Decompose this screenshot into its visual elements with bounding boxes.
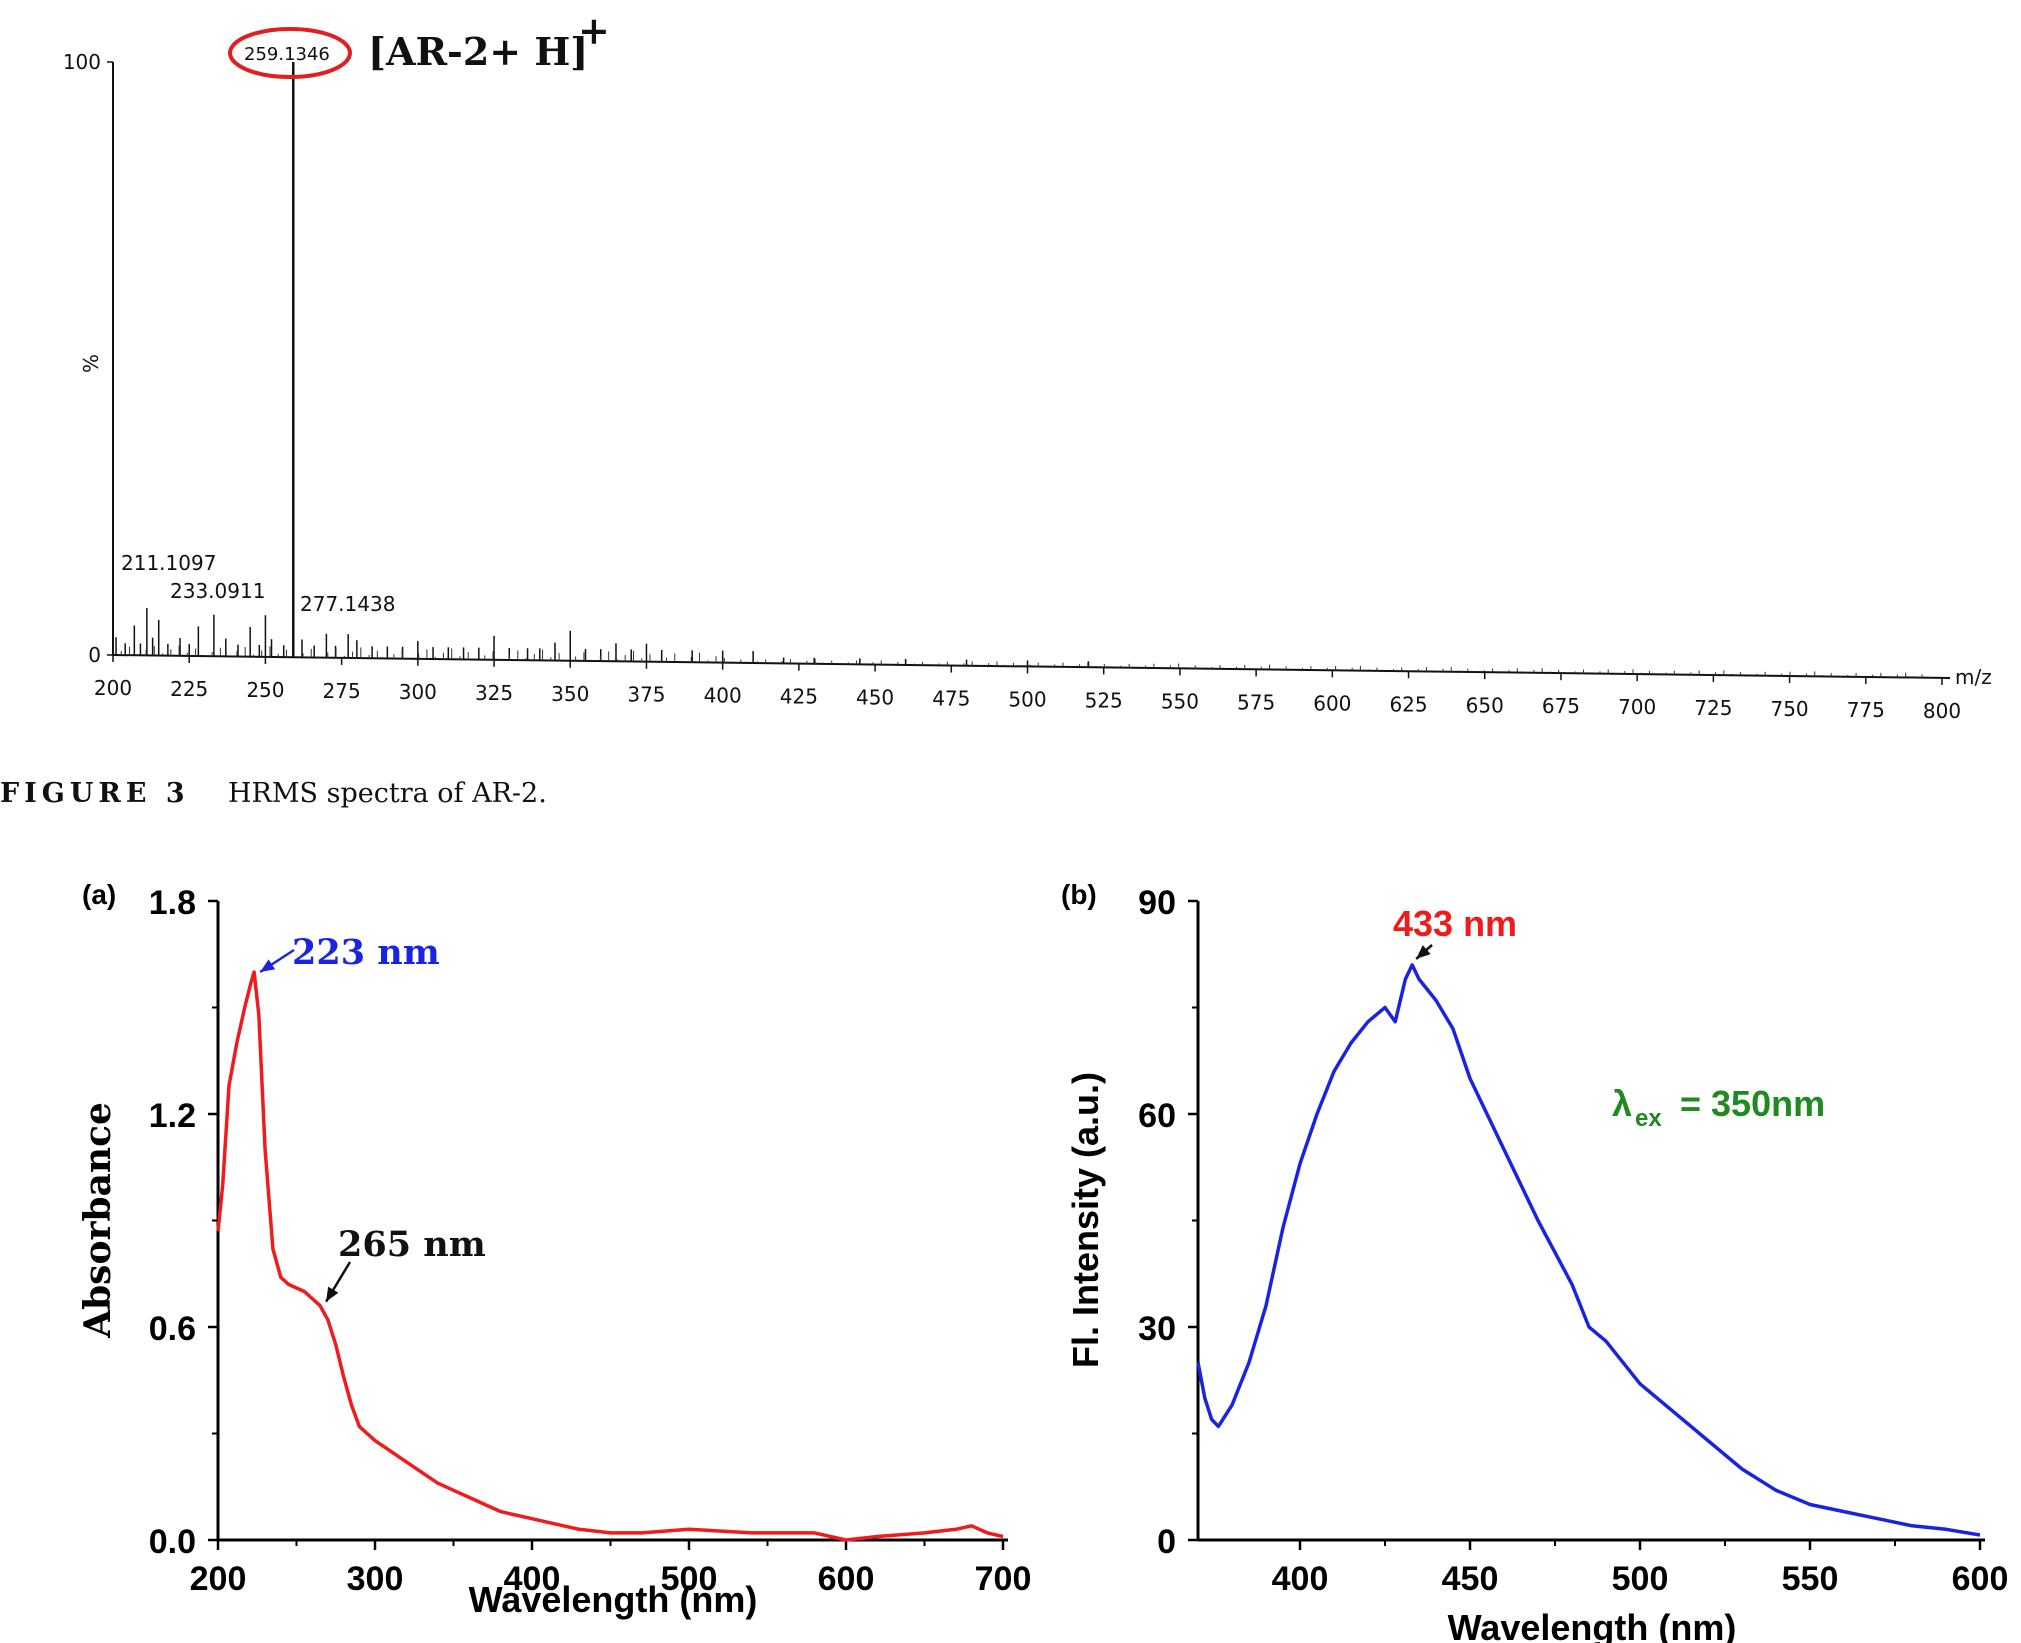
ms-x-tick-label: 800 bbox=[1923, 699, 1961, 723]
arrow-265-head bbox=[326, 1286, 339, 1302]
ms-x-tick-label: 375 bbox=[627, 683, 665, 707]
panel-b-arrows bbox=[1415, 944, 1433, 960]
ms-circled-peak-label: 259.1346 bbox=[244, 44, 330, 65]
panel-b-fluorescence-chart: (b) 400 450 500 550 600 0 30 60 90 Wavelength (n… bbox=[1061, 879, 2008, 1643]
ms-x-tick-label: 400 bbox=[704, 684, 742, 708]
ms-x-tick-label: 275 bbox=[323, 679, 361, 703]
excitation-lambda-symbol: λ bbox=[1612, 1083, 1632, 1124]
hrms-chart: 200 225 250 275 300 325 350 375 400 425 450 475 500 5… bbox=[63, 8, 1992, 723]
excitation-subscript: ex bbox=[1635, 1105, 1662, 1132]
x-tick-label: 400 bbox=[504, 1560, 561, 1598]
ms-x-tick-label: 550 bbox=[1161, 689, 1199, 713]
ms-x-tick-label: 200 bbox=[94, 676, 132, 700]
ms-x-tick-label: 650 bbox=[1466, 693, 1504, 717]
figure-caption-label: FIGURE 3 bbox=[0, 778, 190, 809]
panel-a-x-axis-title: Wavelength (nm) bbox=[469, 1579, 758, 1620]
excitation-label: λ ex = 350nm bbox=[1612, 1083, 1825, 1132]
panel-a-y-axis-title: Absorbance bbox=[77, 1102, 119, 1339]
ms-x-tick-label: 225 bbox=[170, 677, 208, 701]
ms-peaks bbox=[115, 62, 1923, 678]
ms-x-tick-label: 425 bbox=[780, 685, 818, 709]
panel-a-absorbance-chart: (a) 200 300 400 500 600 700 0.0 0.6 1.2 1.8 Wavel… bbox=[77, 879, 1031, 1620]
y-tick-label: 30 bbox=[1138, 1310, 1176, 1348]
ms-ion-charge: + bbox=[578, 8, 610, 53]
fluorescence-series-line bbox=[1196, 963, 1981, 1537]
ms-x-tick-label: 300 bbox=[399, 680, 437, 704]
panel-a-label: (a) bbox=[82, 879, 116, 910]
panel-a-arrows bbox=[259, 948, 352, 1303]
panel-b-label: (b) bbox=[1061, 879, 1097, 910]
ms-x-tick-label: 325 bbox=[475, 681, 513, 705]
ms-y-ticks: 0 100 bbox=[63, 50, 113, 667]
y-tick-label: 0 bbox=[1157, 1523, 1176, 1561]
ms-x-ticks: 200 225 250 275 300 325 350 375 400 425 450 475 500 5… bbox=[94, 655, 1961, 723]
ms-x-tick-label: 725 bbox=[1694, 696, 1732, 720]
ms-x-tick-label: 450 bbox=[856, 686, 894, 710]
x-tick-label: 400 bbox=[1272, 1560, 1329, 1598]
ms-x-tick-label: 700 bbox=[1618, 695, 1656, 719]
ms-x-tick-label: 350 bbox=[551, 682, 589, 706]
ms-x-tick-label: 500 bbox=[1008, 688, 1046, 712]
x-tick-label: 450 bbox=[1442, 1560, 1499, 1598]
ms-peak-annotation: 233.0911 bbox=[170, 579, 265, 603]
peak-433-label: 433 nm bbox=[1393, 903, 1517, 944]
highlight-circle bbox=[228, 27, 352, 79]
panel-b-ticks: 400 450 500 550 600 0 30 60 90 bbox=[1138, 884, 2008, 1598]
peak-265-label: 265 nm bbox=[338, 1224, 486, 1265]
x-tick-label: 300 bbox=[347, 1560, 404, 1598]
ms-x-axis bbox=[112, 654, 1951, 679]
x-tick-label: 600 bbox=[1952, 1560, 2009, 1598]
y-tick-label: 60 bbox=[1138, 1097, 1176, 1135]
y-tick-label: 90 bbox=[1138, 884, 1176, 922]
panel-b-x-axis-title: Wavelength (nm) bbox=[1448, 1607, 1737, 1643]
panel-b-y-axis-title: Fl. Intensity (a.u.) bbox=[1065, 1072, 1106, 1368]
ms-y-tick-label: 0 bbox=[88, 643, 101, 667]
absorbance-series-line bbox=[216, 970, 1004, 1542]
y-tick-label: 0.6 bbox=[149, 1310, 196, 1348]
excitation-value: = 350nm bbox=[1680, 1083, 1825, 1124]
ms-peak-annotation: 277.1438 bbox=[300, 592, 395, 616]
y-tick-label: 1.2 bbox=[149, 1097, 196, 1135]
peak-223-label: 223 nm bbox=[292, 932, 440, 973]
ms-ion-label: [AR-2+ H] bbox=[368, 29, 588, 74]
ms-annotations: 211.1097 233.0911 277.1438 bbox=[121, 551, 395, 616]
ms-y-axis-label: % bbox=[79, 354, 103, 373]
x-tick-label: 700 bbox=[975, 1560, 1032, 1598]
ms-x-tick-label: 675 bbox=[1542, 694, 1580, 718]
ms-x-axis-label: m/z bbox=[1955, 665, 1992, 689]
panel-a-ticks: 200 300 400 500 600 700 0.0 0.6 1.2 1.8 bbox=[149, 884, 1032, 1598]
ms-y-tick-label: 100 bbox=[63, 50, 101, 74]
ms-x-tick-label: 575 bbox=[1237, 690, 1275, 714]
ms-x-tick-label: 600 bbox=[1313, 691, 1351, 715]
x-tick-label: 500 bbox=[1612, 1560, 1669, 1598]
y-tick-label: 1.8 bbox=[149, 884, 196, 922]
arrow-223-head bbox=[260, 959, 276, 972]
y-tick-label: 0.0 bbox=[149, 1523, 196, 1561]
ms-x-tick-label: 625 bbox=[1389, 692, 1427, 716]
ms-x-tick-label: 525 bbox=[1085, 688, 1123, 712]
figure-caption-text: HRMS spectra of AR-2. bbox=[228, 778, 547, 809]
ms-x-tick-label: 775 bbox=[1847, 698, 1885, 722]
ms-x-tick-label: 475 bbox=[932, 687, 970, 711]
x-tick-label: 200 bbox=[190, 1560, 247, 1598]
x-tick-label: 500 bbox=[661, 1560, 718, 1598]
x-tick-label: 550 bbox=[1782, 1560, 1839, 1598]
x-tick-label: 600 bbox=[818, 1560, 875, 1598]
arrow-433-head bbox=[1416, 945, 1431, 959]
ms-x-tick-label: 250 bbox=[246, 678, 284, 702]
ms-x-tick-label: 750 bbox=[1770, 697, 1808, 721]
ms-peak-annotation: 211.1097 bbox=[121, 551, 216, 575]
